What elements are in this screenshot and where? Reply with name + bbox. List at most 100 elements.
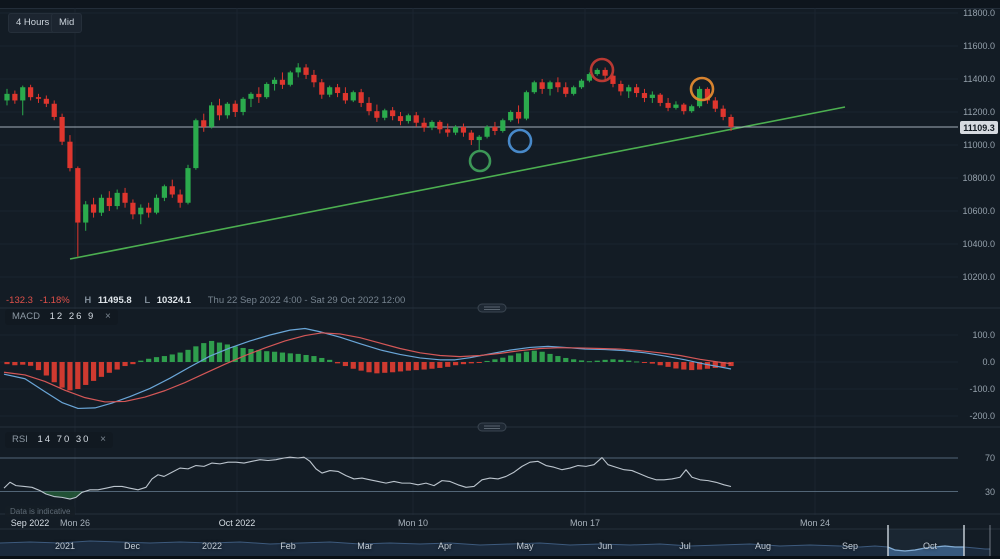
red-circle-annotation[interactable] xyxy=(589,57,615,83)
price-axis-label: 10600.0 xyxy=(962,206,995,216)
candle xyxy=(114,192,120,207)
candle xyxy=(248,93,254,99)
candle xyxy=(429,121,435,128)
candle xyxy=(287,72,293,85)
candle xyxy=(224,103,230,116)
candle xyxy=(657,94,663,103)
candle xyxy=(374,111,380,118)
price-axis-label: 11600.0 xyxy=(963,41,995,51)
change-absolute: -132.3 xyxy=(6,295,33,306)
rsi-axis-label: 30 xyxy=(984,486,995,497)
time-axis-label: Mon 24 xyxy=(799,518,831,528)
candle xyxy=(508,112,514,121)
navigator-month-label: Feb xyxy=(280,541,296,551)
candle xyxy=(177,194,183,203)
ohlc-info-bar: -132.3 -1.18% H 11495.8 L 10324.1 Thu 22… xyxy=(6,295,409,306)
green-circle-annotation[interactable] xyxy=(468,149,492,173)
navigator-month-label: Aug xyxy=(754,541,772,551)
bottom-strip xyxy=(0,556,1000,559)
candle xyxy=(704,88,711,101)
current-price-label: 11109.3 xyxy=(960,121,998,134)
time-axis-label: Mon 26 xyxy=(59,518,91,528)
candle xyxy=(515,112,522,119)
candle xyxy=(578,80,585,88)
candle xyxy=(421,122,427,128)
candle xyxy=(626,87,632,92)
candle xyxy=(303,67,309,75)
navigator-month-label: 2022 xyxy=(201,541,223,551)
price-axis-label: 11200.0 xyxy=(963,107,995,117)
candle xyxy=(358,92,364,103)
candle xyxy=(185,168,191,203)
candle xyxy=(405,115,411,122)
navigator-selection-window[interactable] xyxy=(888,529,964,556)
candle xyxy=(216,105,223,116)
navigator-selection-area xyxy=(888,546,964,556)
time-axis-label: Mon 10 xyxy=(397,518,429,528)
price-axis-label: 10800.0 xyxy=(962,173,995,183)
candle xyxy=(334,87,341,94)
rsi-overbought-fill xyxy=(4,457,731,458)
navigator-month-label: Jul xyxy=(679,541,691,551)
rsi-close-icon[interactable]: × xyxy=(100,434,106,445)
candle xyxy=(397,116,404,122)
candle xyxy=(153,197,160,213)
macd-histogram xyxy=(4,340,734,391)
time-axis-label: Sep 2022 xyxy=(10,518,50,528)
candle xyxy=(59,116,65,142)
candle xyxy=(43,98,49,104)
candlestick-series xyxy=(4,63,734,257)
candle xyxy=(311,74,317,83)
macd-signal-line xyxy=(3,332,732,403)
candle xyxy=(161,186,167,198)
candle xyxy=(295,67,301,73)
navigator-month-label: Mar xyxy=(357,541,373,551)
candle xyxy=(720,108,726,117)
navigator-selection-outline xyxy=(888,545,964,552)
low-value: 10324.1 xyxy=(156,295,192,306)
rsi-axis-label: 70 xyxy=(984,453,995,463)
macd-close-icon[interactable]: × xyxy=(104,311,111,322)
panel-resize-handle-macd[interactable] xyxy=(477,303,507,313)
macd-params: 12 26 9 xyxy=(49,311,96,322)
price-type-button[interactable]: Mid xyxy=(51,13,83,33)
navigator-month-label: 2021 xyxy=(54,541,76,551)
candle xyxy=(571,87,577,94)
low-label: L xyxy=(144,295,151,306)
candle xyxy=(20,87,26,101)
candle xyxy=(610,75,616,84)
candle xyxy=(169,186,175,195)
candle xyxy=(539,82,545,89)
date-range: Thu 22 Sep 2022 4:00 - Sat 29 Oct 2022 1… xyxy=(207,295,406,306)
candle xyxy=(138,207,144,215)
rsi-oversold-fill xyxy=(4,491,731,500)
candle xyxy=(67,141,73,169)
candle xyxy=(586,74,592,81)
macd-axis-label: -100.0 xyxy=(969,384,995,394)
candle xyxy=(445,129,451,133)
candle xyxy=(256,93,262,98)
window-top-strip xyxy=(0,0,1000,8)
candle xyxy=(232,103,238,112)
candle xyxy=(681,104,687,112)
candle xyxy=(547,82,553,89)
price-axis-label: 10200.0 xyxy=(962,272,995,282)
orange-circle-annotation[interactable] xyxy=(689,76,715,102)
candle xyxy=(98,197,105,213)
candle xyxy=(602,69,608,76)
macd-name: MACD xyxy=(12,311,40,322)
timeframe-button[interactable]: 4 Hours xyxy=(8,13,58,33)
navigator-month-label: Apr xyxy=(437,541,453,551)
trendline[interactable] xyxy=(69,106,846,260)
candle xyxy=(712,100,718,109)
blue-circle-annotation[interactable] xyxy=(507,128,533,154)
panel-resize-handle-rsi[interactable] xyxy=(477,422,507,432)
candle xyxy=(665,102,671,108)
candle xyxy=(122,192,128,203)
candle xyxy=(413,115,419,123)
navigator-month-label: Sep xyxy=(841,541,859,551)
macd-header: MACD 12 26 9 × xyxy=(5,309,118,325)
change-percent: -1.18% xyxy=(39,295,70,306)
